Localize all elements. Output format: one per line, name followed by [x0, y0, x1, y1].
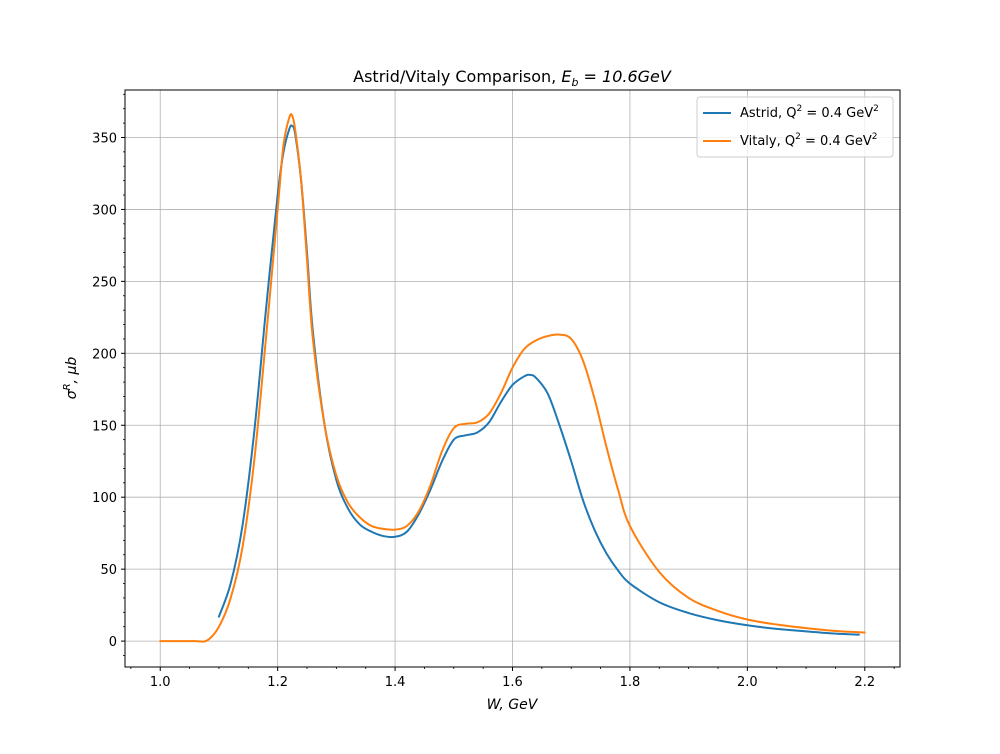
x-tick-label: 1.8	[620, 675, 641, 690]
legend: Astrid, Q2 = 0.4 GeV2 Vitaly, Q2 = 0.4 G…	[696, 96, 894, 158]
y-tick-label: 100	[92, 491, 117, 506]
x-axis: 1.0 1.2 1.4 1.6 1.8 2.0 2.2	[130, 667, 895, 690]
series-layer	[159, 113, 866, 643]
legend-box	[696, 96, 894, 158]
chart-title: Astrid/Vitaly Comparison, Eb = 10.6GeV	[353, 67, 672, 89]
y-tick-label: 50	[100, 563, 117, 578]
x-tick-label: 1.4	[385, 675, 406, 690]
series-line-astrid	[217, 124, 860, 636]
y-tick-label: 200	[92, 347, 117, 362]
y-tick-label: 150	[92, 419, 117, 434]
x-tick-label: 1.0	[150, 675, 171, 690]
y-tick-label: 250	[92, 275, 117, 290]
x-tick-label: 2.2	[854, 675, 875, 690]
x-axis-label: W, GeV	[487, 697, 539, 713]
grid	[125, 90, 900, 667]
x-tick-label: 1.6	[502, 675, 523, 690]
x-tick-label: 1.2	[267, 675, 288, 690]
y-axis-label: σR, μb	[62, 357, 80, 400]
y-tick-label: 300	[92, 203, 117, 218]
x-tick-label: 2.0	[737, 675, 758, 690]
y-axis: 0 50 100 150 200 250 300 350	[92, 93, 125, 656]
y-tick-label: 0	[109, 635, 117, 650]
legend-label-astrid: Astrid, Q2 = 0.4 GeV2	[740, 104, 879, 121]
y-tick-label: 350	[92, 131, 117, 146]
series-line-vitaly	[159, 113, 866, 643]
legend-label-vitaly: Vitaly, Q2 = 0.4 GeV2	[740, 132, 878, 149]
